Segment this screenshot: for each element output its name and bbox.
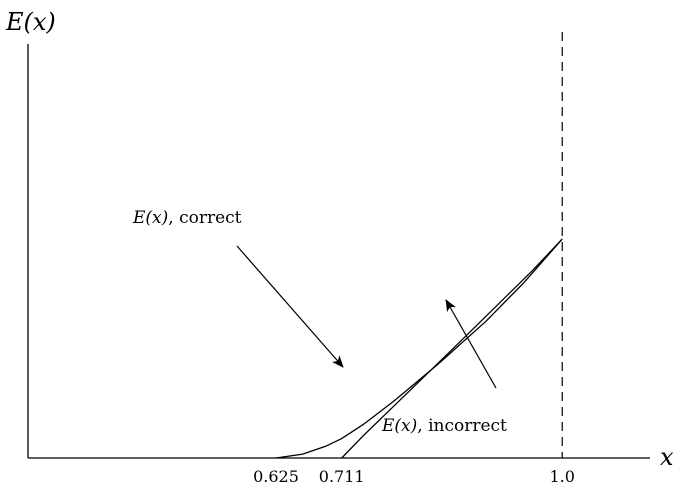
series-incorrect-line: [341, 238, 563, 459]
x-tick-label-0-625: 0.625: [253, 467, 299, 486]
series-correct-line: [275, 238, 563, 459]
x-tick-label-0-711: 0.711: [319, 467, 365, 486]
arrow-incorrect: [445, 299, 497, 389]
x-axis-label: x: [660, 443, 674, 471]
annotation-correct: E(x), correct: [132, 208, 242, 228]
x-tick-label-1-0: 1.0: [549, 467, 574, 486]
arrow-correct: [236, 245, 344, 368]
y-axis-label: E(x): [5, 8, 56, 36]
annotation-incorrect: E(x), incorrect: [381, 416, 507, 436]
